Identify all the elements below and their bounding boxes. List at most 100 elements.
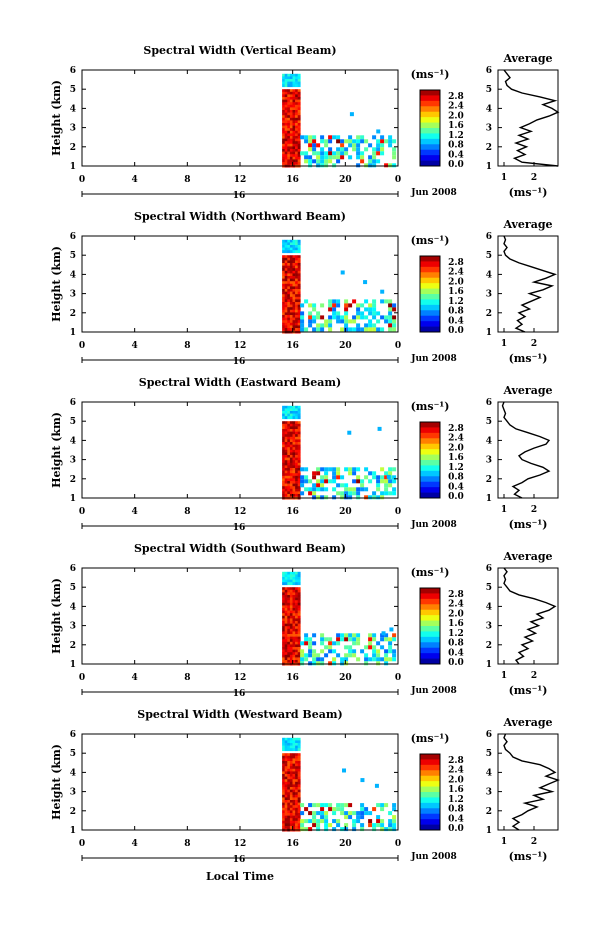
heatmap-cell bbox=[287, 107, 291, 111]
heatmap-cell bbox=[289, 813, 293, 816]
heatmap-cell bbox=[292, 805, 296, 809]
heatmap-cell bbox=[292, 615, 296, 619]
heatmap-cell bbox=[284, 408, 288, 412]
colorbar-band bbox=[420, 122, 440, 129]
heatmap-cell bbox=[295, 291, 298, 295]
heatmap-cell bbox=[289, 768, 293, 772]
heatmap-cell bbox=[328, 479, 333, 484]
heatmap-cell bbox=[312, 653, 317, 658]
heatmap-cell bbox=[295, 802, 298, 806]
heatmap-cell bbox=[282, 649, 285, 653]
heatmap-cell bbox=[289, 628, 293, 632]
heatmap-cell bbox=[295, 605, 298, 609]
heatmap-cell bbox=[292, 439, 296, 443]
heatmap-cell bbox=[287, 257, 291, 261]
y-tick-label: 5 bbox=[70, 749, 76, 759]
average-unit: (ms⁻¹) bbox=[509, 850, 548, 863]
heatmap-cell bbox=[284, 447, 288, 451]
heatmap-cell bbox=[292, 307, 296, 311]
heatmap-cell bbox=[376, 815, 381, 820]
heatmap-cell bbox=[295, 628, 298, 632]
heatmap-cell bbox=[368, 495, 373, 500]
heatmap-cell bbox=[372, 299, 377, 304]
heatmap-cell bbox=[282, 647, 285, 650]
heatmap-cell bbox=[292, 740, 296, 744]
heatmap-cell bbox=[297, 250, 301, 254]
heatmap-cell bbox=[282, 102, 285, 106]
heatmap-cell bbox=[388, 645, 393, 650]
heatmap-cell bbox=[297, 413, 301, 417]
heatmap-cell bbox=[297, 112, 301, 116]
y-tick-label: 1 bbox=[70, 162, 76, 172]
heatmap-cell bbox=[282, 810, 285, 814]
heatmap-cell bbox=[376, 803, 381, 808]
heatmap-cell bbox=[289, 470, 293, 474]
heatmap-cell bbox=[289, 753, 293, 757]
average-unit: (ms⁻¹) bbox=[509, 352, 548, 365]
heatmap-cell bbox=[289, 475, 293, 479]
heatmap-cell bbox=[284, 649, 288, 653]
y-tick-label: 4 bbox=[70, 104, 76, 114]
colorbar-band bbox=[420, 155, 440, 161]
heatmap-cell bbox=[297, 276, 301, 279]
heatmap-cell bbox=[295, 494, 298, 497]
colorbar-tick-label: 2.0 bbox=[448, 775, 464, 785]
heatmap-cell bbox=[284, 592, 288, 596]
heatmap-cell bbox=[380, 151, 385, 156]
heatmap-cell bbox=[292, 605, 296, 609]
colorbar-tick-label: 2.8 bbox=[448, 92, 464, 102]
panel-title: Spectral Width (Eastward Beam) bbox=[139, 376, 341, 389]
heatmap-cell bbox=[287, 473, 291, 477]
heatmap-cell bbox=[284, 102, 288, 106]
colorbar-band bbox=[420, 759, 440, 766]
colorbar-band bbox=[420, 299, 440, 306]
heatmap-cell bbox=[332, 155, 337, 160]
heatmap-cell bbox=[287, 647, 291, 650]
y-tick-label: 6 bbox=[70, 730, 76, 740]
heatmap-cell bbox=[308, 803, 313, 808]
heatmap-cell bbox=[282, 743, 285, 746]
heatmap-cell bbox=[292, 250, 296, 254]
heatmap-cell bbox=[320, 315, 325, 320]
heatmap-cell bbox=[287, 571, 291, 575]
heatmap-cell bbox=[295, 763, 298, 767]
heatmap-cell bbox=[320, 151, 325, 156]
heatmap-cell bbox=[284, 766, 288, 770]
heatmap-cell bbox=[289, 641, 293, 645]
heatmap-cell bbox=[292, 431, 296, 435]
heatmap-cell bbox=[292, 115, 296, 119]
heatmap-cell bbox=[312, 151, 317, 156]
heatmap-cell bbox=[392, 147, 397, 152]
avg-y-tick-label: 4 bbox=[486, 270, 492, 280]
average-unit: (ms⁻¹) bbox=[509, 518, 548, 531]
heatmap-cell bbox=[289, 820, 293, 824]
heatmap-cell bbox=[287, 794, 291, 798]
heatmap-cell bbox=[292, 494, 296, 497]
heatmap-cell bbox=[295, 761, 298, 764]
heatmap-cell bbox=[297, 115, 301, 119]
heatmap-cell bbox=[289, 304, 293, 308]
heatmap-cell bbox=[297, 81, 301, 85]
heatmap-cell bbox=[292, 260, 296, 264]
colorbar-band bbox=[420, 128, 440, 134]
heatmap-cell bbox=[332, 307, 337, 312]
heatmap-cell bbox=[284, 247, 288, 251]
heatmap-cell bbox=[289, 647, 293, 650]
colorbar-band bbox=[420, 470, 440, 477]
heatmap-cell bbox=[316, 483, 321, 488]
colorbar-band bbox=[420, 288, 440, 295]
heatmap-cell bbox=[300, 311, 305, 316]
heatmap-cell bbox=[328, 147, 333, 152]
heatmap-cell bbox=[282, 117, 285, 121]
heatmap-cell bbox=[284, 413, 288, 417]
heatmap-cell bbox=[284, 481, 288, 484]
heatmap-cell bbox=[356, 135, 361, 140]
heatmap-cell bbox=[297, 76, 301, 80]
heatmap-cell bbox=[295, 429, 298, 432]
heatmap-cell bbox=[295, 245, 298, 248]
heatmap-cell bbox=[297, 322, 301, 326]
heatmap-cell bbox=[364, 811, 369, 816]
y-tick-label: 5 bbox=[70, 583, 76, 593]
heatmap-cell bbox=[297, 149, 301, 152]
heatmap-cell bbox=[287, 325, 291, 329]
